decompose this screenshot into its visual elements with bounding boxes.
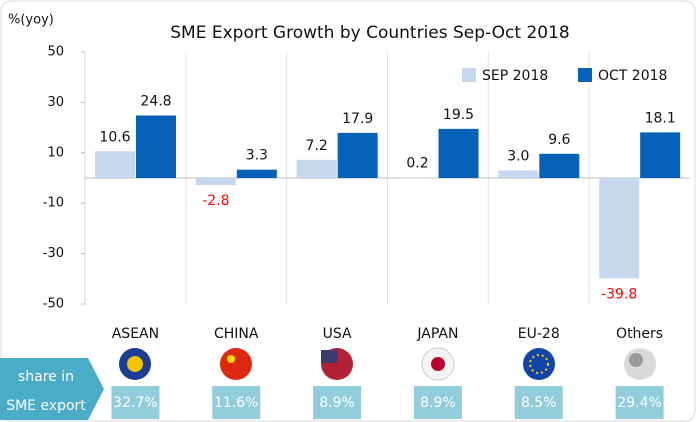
legend-label: SEP 2018: [482, 68, 548, 84]
flag-eu: [523, 348, 555, 380]
data-label: 3.0: [507, 148, 529, 164]
share-value: 8.5%: [521, 395, 557, 411]
data-label: 9.6: [548, 132, 570, 148]
data-label: 18.1: [645, 110, 676, 126]
x-tick-label: USA: [323, 326, 352, 342]
y-tick-label: 10: [47, 145, 64, 160]
x-tick-label: JAPAN: [416, 326, 458, 342]
legend-swatch: [462, 68, 476, 82]
share-label: SME export: [6, 398, 86, 414]
x-tick-label: CHINA: [214, 326, 259, 342]
data-label: 7.2: [306, 138, 328, 154]
data-label: 24.8: [140, 94, 171, 110]
share-box: [313, 386, 362, 419]
flag-asean: [127, 356, 143, 372]
share-arrow: [0, 358, 104, 420]
bar: [498, 170, 539, 178]
x-tick-label: EU-28: [518, 326, 560, 342]
share-box: [514, 386, 563, 419]
flag-china: [220, 348, 252, 380]
share-box: [413, 386, 462, 419]
share-value: 29.4%: [617, 395, 661, 411]
y-axis-label: %(yoy): [8, 13, 54, 28]
flag-usa: [321, 350, 337, 363]
share-box: [615, 386, 664, 419]
bar: [397, 177, 438, 178]
legend-swatch: [578, 68, 592, 82]
bar: [296, 159, 337, 178]
flag-eu: [529, 354, 549, 374]
share-box: [212, 386, 261, 419]
y-tick-label: -50: [43, 297, 64, 312]
share-value: 8.9%: [420, 395, 456, 411]
y-tick-label: -10: [43, 196, 64, 211]
x-tick-label: Others: [616, 326, 663, 342]
bar: [95, 151, 135, 178]
share-value: 8.9%: [319, 395, 355, 411]
y-tick-label: -30: [43, 246, 64, 261]
share-value: 32.7%: [113, 395, 157, 411]
bar: [136, 115, 176, 178]
flag-china: [227, 355, 235, 363]
chart-title: SME Export Growth by Countries Sep-Oct 2…: [170, 23, 569, 43]
bar: [337, 132, 378, 178]
share-label: share in: [18, 369, 74, 385]
legend-label: OCT 2018: [598, 68, 667, 84]
bar: [195, 178, 236, 186]
data-label: 19.5: [443, 107, 474, 123]
bar: [539, 153, 580, 178]
bar: [599, 178, 640, 279]
data-label: -2.8: [202, 193, 229, 209]
bar: [236, 169, 277, 178]
y-tick-label: 50: [47, 45, 64, 60]
data-label: 17.9: [342, 111, 373, 127]
share-box: [111, 386, 160, 419]
globe: [629, 353, 643, 367]
data-label: -39.8: [601, 286, 637, 302]
x-tick-label: ASEAN: [112, 326, 159, 342]
flag-japan: [431, 357, 445, 371]
bar: [640, 132, 681, 178]
flags: [119, 347, 656, 381]
data-label: 10.6: [99, 129, 130, 145]
data-label: 0.2: [406, 155, 428, 171]
y-tick-label: 30: [47, 95, 64, 110]
bar: [438, 128, 479, 178]
share-value: 11.6%: [214, 395, 258, 411]
data-label: 3.3: [246, 148, 268, 164]
